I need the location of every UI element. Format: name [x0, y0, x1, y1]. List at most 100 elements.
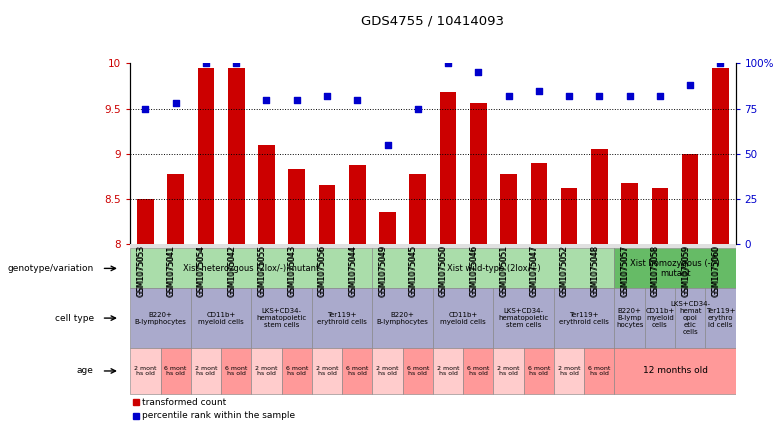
Bar	[615, 288, 645, 348]
Text: GSM1075045: GSM1075045	[409, 246, 418, 297]
Bar	[282, 348, 312, 394]
Point	[321, 93, 333, 99]
Bar	[258, 145, 275, 244]
Text: GSM1075056: GSM1075056	[318, 246, 327, 297]
Point	[381, 141, 394, 148]
Bar	[500, 173, 517, 244]
Text: GSM1075044: GSM1075044	[348, 245, 357, 296]
Text: 2 mont
hs old: 2 mont hs old	[437, 365, 459, 376]
Bar	[433, 348, 463, 394]
Bar	[372, 348, 402, 394]
Text: GSM1075054: GSM1075054	[197, 245, 206, 296]
Text: GSM1075058: GSM1075058	[651, 245, 660, 296]
Text: GSM1075053: GSM1075053	[136, 245, 145, 296]
Bar	[372, 248, 615, 288]
Text: GSM1075043: GSM1075043	[288, 245, 296, 296]
Text: percentile rank within the sample: percentile rank within the sample	[143, 411, 296, 420]
Point	[441, 60, 454, 67]
Text: GSM1075047: GSM1075047	[530, 245, 539, 296]
Text: 2 mont
hs old: 2 mont hs old	[316, 365, 339, 376]
Text: 2 mont
hs old: 2 mont hs old	[376, 365, 399, 376]
Text: GSM1075042: GSM1075042	[227, 245, 236, 296]
Text: 6 mont
hs old: 6 mont hs old	[467, 365, 490, 376]
Text: 6 mont
hs old: 6 mont hs old	[165, 365, 187, 376]
Bar	[191, 288, 251, 348]
Text: CD11b+
myeloid
cells: CD11b+ myeloid cells	[645, 308, 675, 328]
Text: 6 mont
hs old: 6 mont hs old	[527, 365, 550, 376]
Bar	[130, 348, 161, 394]
Bar	[554, 348, 584, 394]
Text: GSM1075046: GSM1075046	[470, 245, 478, 296]
Text: GSM1075046: GSM1075046	[470, 246, 478, 297]
Bar	[470, 103, 487, 244]
Text: 6 mont
hs old: 6 mont hs old	[285, 365, 308, 376]
Point	[654, 93, 666, 99]
Point	[533, 87, 545, 94]
Text: GSM1075057: GSM1075057	[621, 246, 629, 297]
Text: GSM1075050: GSM1075050	[439, 246, 448, 297]
Point	[593, 93, 605, 99]
Bar	[561, 188, 577, 244]
Text: 2 mont
hs old: 2 mont hs old	[134, 365, 157, 376]
Text: 12 months old: 12 months old	[643, 366, 707, 376]
Text: transformed count: transformed count	[143, 398, 227, 407]
Text: age: age	[77, 366, 94, 376]
Bar	[494, 348, 523, 394]
Text: Ter119+
erythro
id cells: Ter119+ erythro id cells	[706, 308, 736, 328]
Point	[261, 96, 273, 103]
Bar	[615, 248, 736, 288]
Bar	[622, 183, 638, 244]
Point	[290, 96, 303, 103]
Text: GSM1075051: GSM1075051	[499, 245, 509, 296]
Bar	[251, 288, 312, 348]
Text: GSM1075042: GSM1075042	[227, 246, 236, 297]
Bar	[130, 288, 191, 348]
Text: 6 mont
hs old: 6 mont hs old	[346, 365, 368, 376]
Text: CD11b+
myeloid cells: CD11b+ myeloid cells	[440, 312, 486, 324]
Text: LKS+CD34-
hematopoietic
stem cells: LKS+CD34- hematopoietic stem cells	[498, 308, 549, 328]
Bar	[584, 348, 615, 394]
Point	[351, 96, 363, 103]
Text: Xist homozygous (-/-)
mutant: Xist homozygous (-/-) mutant	[630, 259, 720, 278]
Point	[169, 100, 182, 107]
Text: GSM1075050: GSM1075050	[439, 245, 448, 296]
Bar	[554, 288, 615, 348]
Point	[139, 105, 151, 112]
Text: GSM1075058: GSM1075058	[651, 246, 660, 297]
Text: GSM1075057: GSM1075057	[621, 245, 629, 296]
Text: GSM1075052: GSM1075052	[560, 246, 569, 297]
Bar	[523, 348, 554, 394]
Text: Ter119+
erythroid cells: Ter119+ erythroid cells	[317, 312, 367, 324]
Point	[684, 82, 697, 88]
Point	[502, 93, 515, 99]
Text: Xist heterozgous (2lox/-) mutant: Xist heterozgous (2lox/-) mutant	[183, 264, 320, 273]
Text: 2 mont
hs old: 2 mont hs old	[498, 365, 519, 376]
Bar	[349, 165, 366, 244]
Bar	[433, 288, 494, 348]
Bar	[463, 348, 494, 394]
Text: GSM1075055: GSM1075055	[257, 245, 267, 296]
Bar	[137, 199, 154, 244]
Text: GSM1075056: GSM1075056	[318, 245, 327, 296]
Point	[472, 69, 484, 76]
Text: GSM1075045: GSM1075045	[409, 245, 418, 296]
Bar	[712, 68, 729, 244]
Bar	[494, 288, 554, 348]
Point	[563, 93, 576, 99]
Text: GSM1075051: GSM1075051	[499, 246, 509, 297]
Text: GSM1075044: GSM1075044	[348, 246, 357, 297]
Text: GSM1075055: GSM1075055	[257, 246, 267, 297]
Bar	[168, 173, 184, 244]
Text: GSM1075043: GSM1075043	[288, 246, 296, 297]
Text: LKS+CD34-
hematopoietic
stem cells: LKS+CD34- hematopoietic stem cells	[257, 308, 307, 328]
Text: GSM1075052: GSM1075052	[560, 245, 569, 296]
Bar	[228, 68, 244, 244]
Point	[714, 60, 727, 67]
Text: 2 mont
hs old: 2 mont hs old	[558, 365, 580, 376]
Bar	[675, 288, 705, 348]
Bar	[591, 149, 608, 244]
Bar	[191, 348, 221, 394]
Bar	[530, 163, 547, 244]
Bar	[319, 185, 335, 244]
Text: CD11b+
myeloid cells: CD11b+ myeloid cells	[198, 312, 244, 324]
